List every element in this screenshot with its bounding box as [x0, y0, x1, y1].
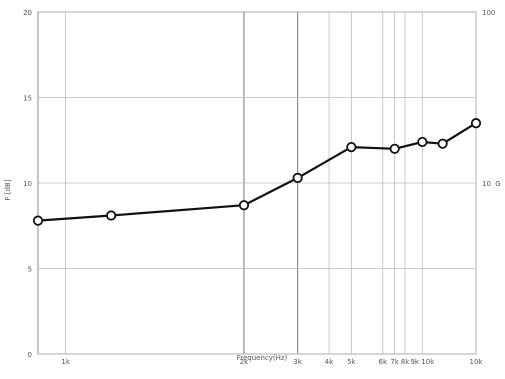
data-point [106, 210, 117, 221]
data-point [292, 172, 303, 183]
x-tick-label: 7k [390, 358, 399, 366]
x-tick-label: 9k 10k [410, 358, 435, 366]
data-point [417, 136, 428, 148]
y-right-tick-labels: 100 10 [482, 9, 495, 188]
x-tick-label: 10k [470, 358, 484, 366]
x-tick-label: 4k [325, 358, 334, 366]
y-tick-labels: 0 5 10 15 20 [23, 9, 32, 359]
y-tick-label: 0 [28, 351, 32, 359]
x-tick-label: 3k [293, 358, 302, 366]
data-point [238, 200, 250, 211]
grid [37, 11, 477, 355]
x-tick-label: 1k [61, 358, 70, 366]
data-point [346, 141, 357, 153]
y-right-tick-label: 10 [482, 180, 491, 188]
y-right-axis-label: G [495, 180, 500, 188]
series-group [32, 118, 482, 226]
series-line [37, 122, 477, 222]
y-axis-label: F [dB] [4, 179, 12, 200]
data-point [437, 138, 448, 149]
x-tick-label: 2k [240, 358, 249, 366]
x-tick-label: 5k [347, 358, 356, 366]
y-tick-label: 5 [28, 266, 32, 274]
x-axis-label: Frequency(Hz) [237, 354, 288, 362]
data-point [389, 143, 400, 154]
data-point [470, 118, 482, 129]
x-tick-labels: 1k 2k 3k 4k 5k 6k 7k 8k 9k 10k 10k [61, 358, 483, 366]
y-tick-label: 10 [23, 180, 32, 188]
y-tick-label: 20 [23, 9, 32, 17]
x-tick-label: 6k [378, 358, 387, 366]
y-right-tick-label: 100 [482, 9, 495, 17]
x-tick-label: 8k [401, 358, 410, 366]
data-point [32, 215, 44, 226]
y-tick-label: 15 [23, 95, 32, 103]
